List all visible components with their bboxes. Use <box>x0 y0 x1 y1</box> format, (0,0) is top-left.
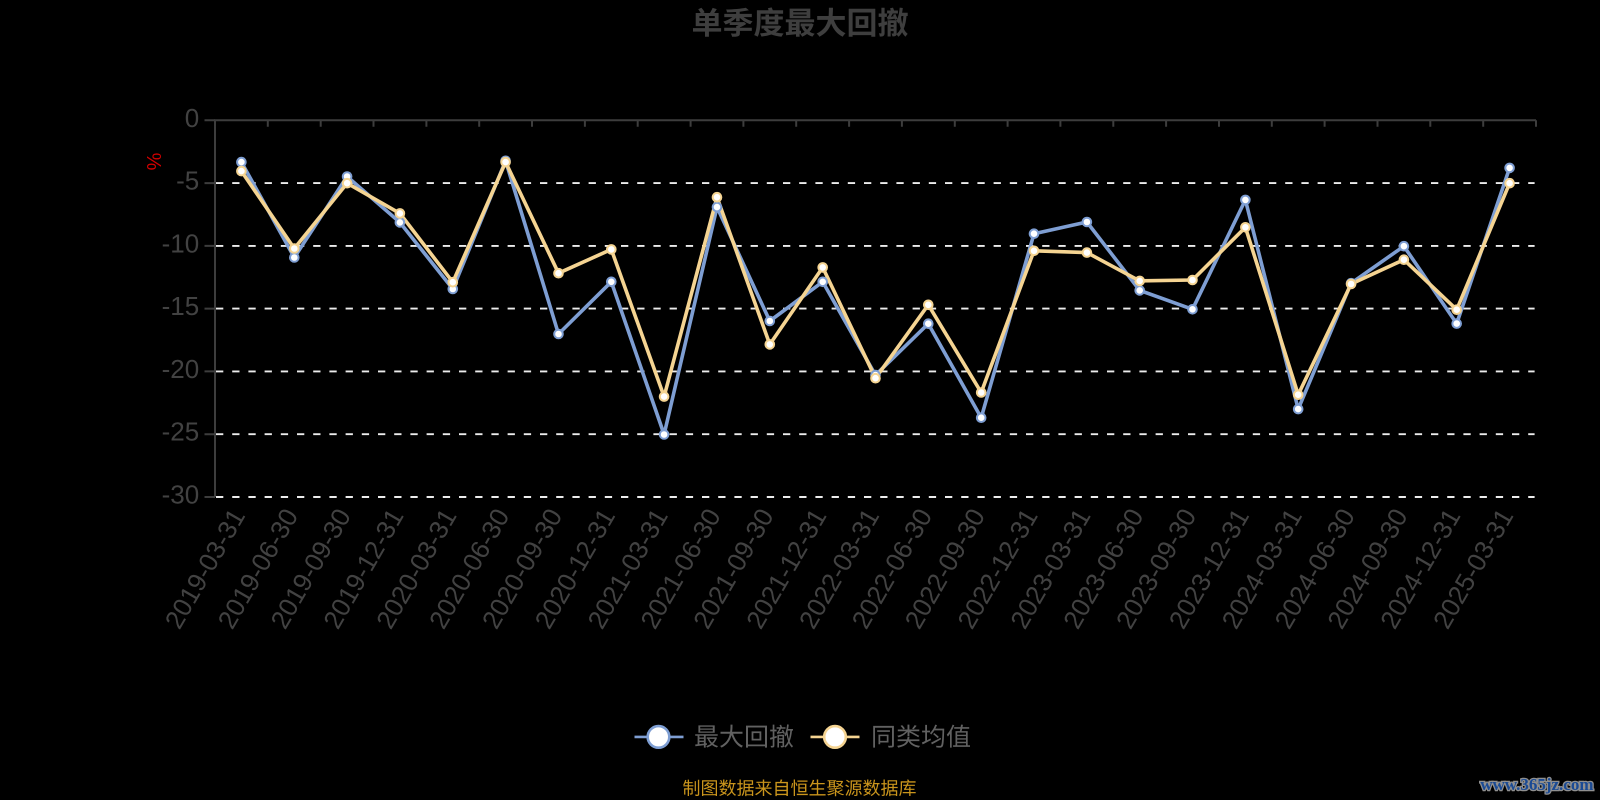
svg-text:www.365jz.com: www.365jz.com <box>1480 775 1593 794</box>
svg-text:-20: -20 <box>162 354 200 384</box>
svg-text:-10: -10 <box>162 228 200 258</box>
svg-text:-15: -15 <box>162 291 200 321</box>
svg-text:-5: -5 <box>176 166 199 196</box>
svg-text:-30: -30 <box>162 480 200 510</box>
svg-text:-25: -25 <box>162 417 200 447</box>
svg-text:www.365jz.com: www.365jz.com <box>1480 775 1593 794</box>
svg-text:%: % <box>142 153 164 171</box>
svg-text:0: 0 <box>185 103 199 133</box>
